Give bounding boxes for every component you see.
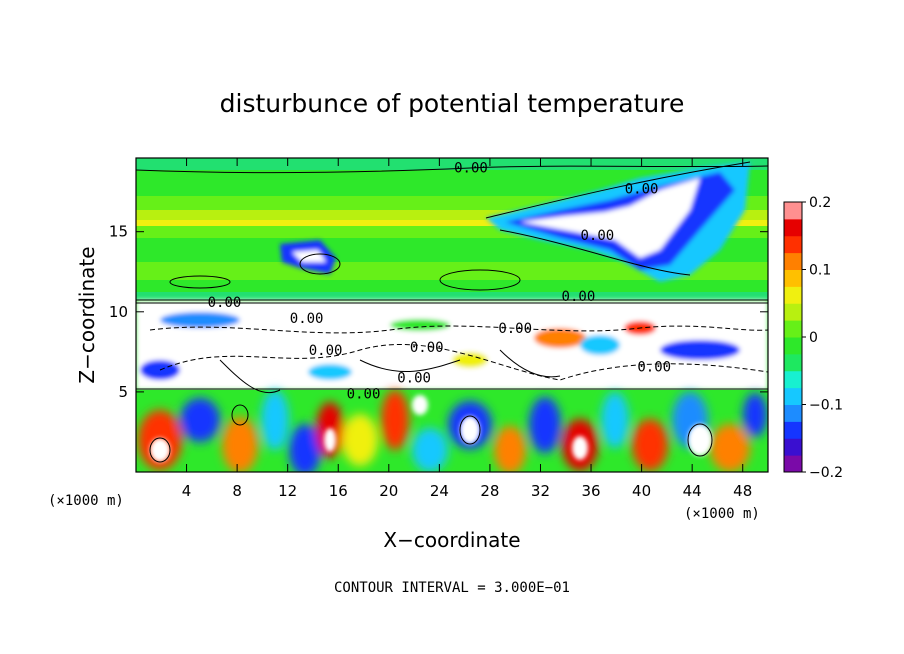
colorbar: 0.2 0.1 0 −0.1 −0.2 bbox=[783, 195, 843, 481]
y-tick-label: 10 bbox=[109, 303, 128, 321]
x-tick-label: 12 bbox=[278, 482, 297, 500]
colorbar-tick-label: 0.1 bbox=[809, 263, 831, 279]
x-tick-label: 4 bbox=[182, 482, 192, 500]
contour-label: 0.00 bbox=[637, 359, 671, 375]
x-tick-label: 32 bbox=[531, 482, 550, 500]
x-unit-right: (×1000 m) bbox=[684, 506, 760, 522]
colorbar-swatch bbox=[784, 353, 802, 372]
chart-title: disturbunce of potential temperature bbox=[220, 89, 685, 118]
x-tick-label: 24 bbox=[430, 482, 449, 500]
contour-label: 0.00 bbox=[410, 340, 444, 356]
y-axis: 5 10 15 bbox=[109, 223, 768, 401]
contour-label: 0.00 bbox=[309, 343, 343, 359]
colorbar-swatch bbox=[784, 404, 802, 422]
contour-label: 0.00 bbox=[290, 311, 324, 327]
colorbar-swatch bbox=[784, 286, 802, 304]
y-tick-label: 5 bbox=[118, 383, 128, 401]
contour-label: 0.00 bbox=[581, 228, 615, 244]
colorbar-swatch bbox=[784, 303, 802, 321]
colorbar-swatch bbox=[784, 370, 802, 389]
colorbar-swatch bbox=[784, 337, 802, 355]
colorbar-swatch bbox=[784, 252, 802, 270]
x-axis: 4 8 12 16 20 24 28 32 36 40 44 48 bbox=[182, 158, 752, 500]
plot-frame bbox=[135, 157, 769, 473]
colorbar-swatch bbox=[784, 218, 802, 237]
x-axis-label: X−coordinate bbox=[383, 528, 520, 552]
x-tick-label: 48 bbox=[733, 482, 752, 500]
contour-label: 0.00 bbox=[625, 181, 659, 197]
colorbar-tick-label: −0.2 bbox=[809, 465, 843, 481]
colorbar-swatch bbox=[784, 269, 802, 287]
y-tick-label: 15 bbox=[109, 223, 128, 241]
colorbar-swatch bbox=[784, 320, 802, 338]
colorbar-swatch bbox=[784, 421, 802, 439]
y-axis-label: Z−coordinate bbox=[75, 246, 99, 383]
x-tick-label: 36 bbox=[581, 482, 600, 500]
colorbar-swatch bbox=[784, 235, 802, 254]
contour-label: 0.00 bbox=[208, 295, 242, 311]
colorbar-tick-label: 0 bbox=[809, 330, 818, 346]
colorbar-swatch bbox=[784, 387, 802, 405]
colorbar-tick-label: 0.2 bbox=[809, 195, 831, 211]
contour-label: 0.00 bbox=[498, 321, 532, 337]
x-tick-label: 20 bbox=[379, 482, 398, 500]
x-unit-left: (×1000 m) bbox=[48, 493, 124, 509]
x-tick-label: 16 bbox=[329, 482, 348, 500]
x-tick-label: 8 bbox=[232, 482, 242, 500]
plot-area: 0.00 0.00 0.00 0.00 0.00 0.00 0.00 0.00 0.00 0.00… bbox=[136, 158, 768, 472]
contour-interval-note: CONTOUR INTERVAL = 3.000E−01 bbox=[334, 580, 570, 596]
colorbar-swatch bbox=[784, 455, 802, 473]
x-tick-label: 44 bbox=[683, 482, 702, 500]
contour-label: 0.00 bbox=[347, 387, 381, 403]
colorbar-swatch bbox=[784, 202, 802, 220]
colorbar-tick-label: −0.1 bbox=[809, 398, 843, 414]
contour-label: 0.00 bbox=[397, 370, 431, 386]
x-tick-label: 28 bbox=[480, 482, 499, 500]
x-tick-label: 40 bbox=[632, 482, 651, 500]
contour-label: 0.00 bbox=[454, 161, 488, 177]
contour-label: 0.00 bbox=[562, 289, 596, 305]
colorbar-swatch bbox=[784, 438, 802, 456]
